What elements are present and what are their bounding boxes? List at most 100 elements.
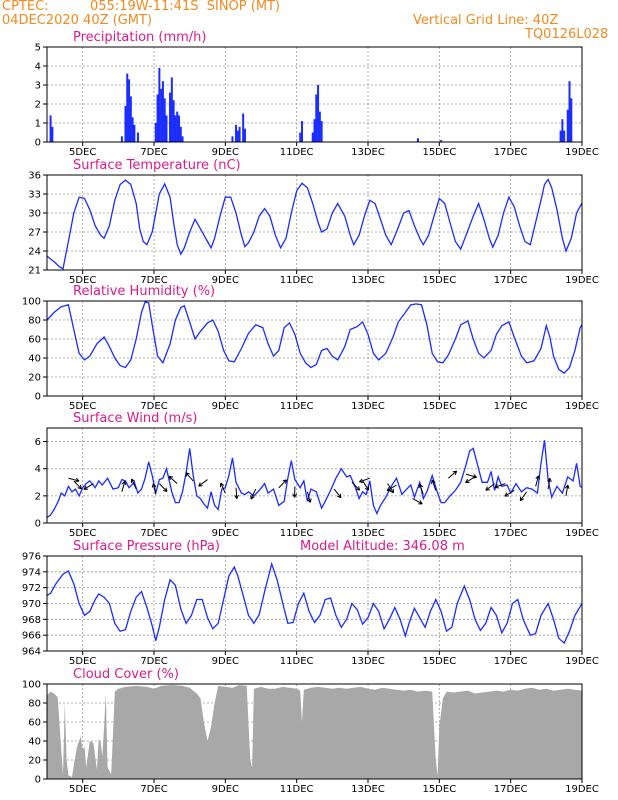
panel-frame — [46, 46, 583, 143]
x-tick-label: 13DEC — [351, 656, 385, 667]
wind-arrow — [151, 483, 157, 495]
series-group — [49, 67, 573, 142]
precip-bar — [131, 117, 134, 142]
y-tick-label: 968 — [22, 615, 41, 626]
wind-arrow — [219, 482, 226, 494]
y-tick-label: 40 — [28, 737, 41, 748]
precip-bar — [49, 115, 52, 142]
x-tick-label: 19DEC — [565, 401, 599, 412]
panel-title: Surface Wind (m/s) — [73, 411, 197, 426]
precip-bar — [566, 109, 569, 142]
wind-arrow — [306, 491, 312, 503]
precip-bar — [163, 98, 166, 142]
wind-arrow — [465, 473, 477, 479]
panel-title: Surface Pressure (hPa) — [73, 539, 220, 554]
x-tick-label: 5DEC — [69, 656, 96, 667]
x-tick-label: 7DEC — [140, 147, 167, 158]
x-tick-label: 17DEC — [494, 147, 528, 158]
precip-bar — [120, 136, 123, 142]
precip-bar — [126, 73, 129, 142]
precip-bar — [320, 121, 323, 142]
y-tick-label: 100 — [22, 680, 41, 691]
series-group — [47, 301, 582, 375]
precip-bar — [154, 123, 157, 142]
x-tick-label: 13DEC — [351, 528, 385, 539]
precip-bar — [570, 98, 573, 142]
wind-arrow — [130, 478, 137, 490]
wind-arrow — [158, 483, 168, 493]
x-tick-label: 11DEC — [280, 147, 314, 158]
precip-bar — [243, 128, 246, 142]
wind-arrow — [494, 483, 506, 489]
x-tick-label: 9DEC — [212, 784, 239, 795]
precip-bar — [124, 105, 127, 142]
x-tick-label: 17DEC — [494, 656, 528, 667]
precip-bar — [172, 100, 175, 142]
y-tick-label: 100 — [22, 297, 41, 308]
y-tick-label: 2 — [35, 100, 41, 111]
x-tick-label: 19DEC — [565, 528, 599, 539]
y-tick-label: 24 — [28, 247, 41, 258]
wind-arrow — [547, 477, 552, 490]
x-tick-label: 11DEC — [280, 275, 314, 286]
precip-bar — [231, 136, 234, 142]
x-tick-label: 17DEC — [494, 275, 528, 286]
y-tick-label: 4 — [35, 464, 41, 475]
panel-2: 21 24 27 30 33 36 5DEC 7DEC 9DEC 11DEC 13DEC 15DEC 1… — [28, 158, 599, 286]
y-tick-label: 0 — [35, 392, 41, 403]
x-tick-label: 13DEC — [351, 784, 385, 795]
y-tick-label: 80 — [28, 699, 41, 710]
series-line — [47, 301, 582, 375]
precip-bar — [236, 130, 239, 142]
wind-arrow — [359, 477, 370, 484]
precip-bar — [179, 126, 182, 142]
precip-bar — [568, 81, 571, 142]
x-tick-label: 15DEC — [422, 275, 456, 286]
series-group — [47, 561, 582, 645]
y-tick-label: 33 — [28, 190, 41, 201]
cloud-cover-area — [47, 685, 582, 779]
y-tick-label: 2 — [35, 491, 41, 502]
x-tick-label: 7DEC — [140, 656, 167, 667]
y-tick-label: 60 — [28, 718, 41, 729]
wind-arrow — [185, 472, 194, 482]
wind-arrow — [351, 481, 361, 491]
precip-bar — [181, 136, 184, 142]
x-tick-label: 11DEC — [280, 784, 314, 795]
precip-bar — [311, 132, 314, 142]
wind-arrow — [83, 483, 94, 490]
wind-arrow — [519, 491, 528, 502]
precip-bar — [235, 124, 238, 142]
x-tick-label: 5DEC — [69, 147, 96, 158]
precip-bar — [440, 140, 443, 142]
precip-bar — [313, 119, 316, 142]
y-tick-label: 1 — [35, 119, 41, 130]
y-tick-label: 0 — [35, 519, 41, 530]
precip-bar — [561, 119, 564, 142]
panel-frame — [46, 427, 583, 524]
y-tick-label: 0 — [35, 138, 41, 149]
y-tick-label: 36 — [28, 171, 41, 182]
y-tick-label: 30 — [28, 209, 41, 220]
series-line — [47, 440, 582, 519]
wind-arrow — [431, 479, 437, 491]
x-tick-label: 15DEC — [422, 147, 456, 158]
precip-bar — [158, 67, 161, 142]
precip-bar — [559, 130, 562, 142]
y-tick-label: 966 — [22, 631, 41, 642]
panel-frame — [46, 174, 583, 271]
precip-bar — [177, 115, 180, 142]
precip-bar — [242, 113, 245, 142]
series-line — [47, 561, 582, 645]
panel-6: 0 20 40 60 80 100 5DEC 7DEC 9DEC 11DEC 13DEC 15DEC 1… — [22, 667, 599, 795]
y-tick-label: 972 — [22, 583, 41, 594]
wind-arrow — [234, 487, 239, 499]
precip-bar — [161, 81, 164, 142]
header-source: CPTEC: — [2, 0, 49, 14]
y-tick-label: 3 — [35, 81, 41, 92]
precip-bar — [170, 77, 173, 142]
header-location: 055:19W-11:41S SINOP (MT) — [90, 0, 281, 14]
wind-arrow — [386, 484, 397, 492]
x-tick-label: 9DEC — [212, 275, 239, 286]
